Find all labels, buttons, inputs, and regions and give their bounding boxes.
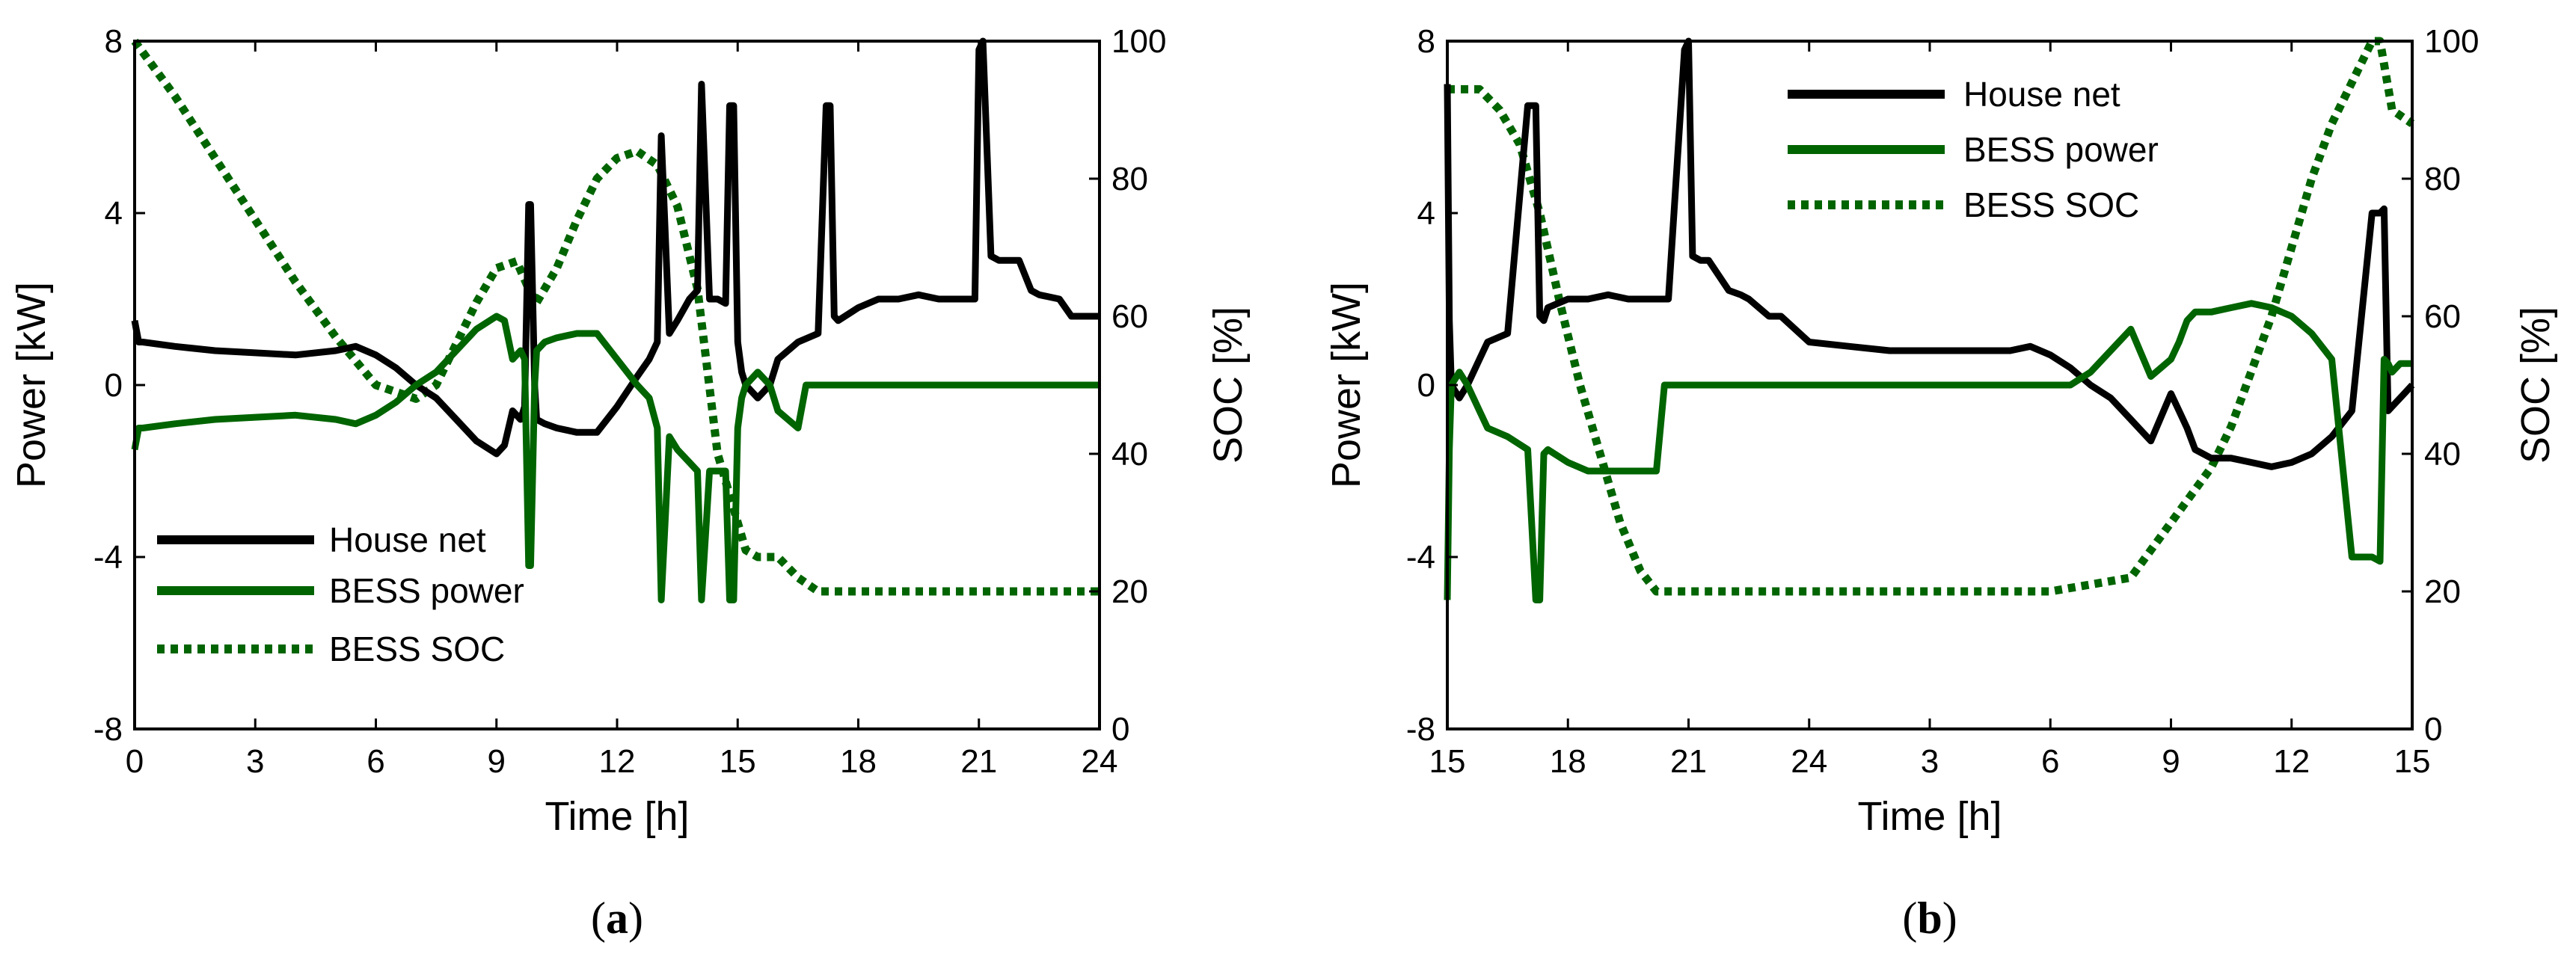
x-tick-label: 15 — [720, 743, 756, 780]
x-tick-label: 24 — [1791, 743, 1827, 780]
y-right-tick-label: 100 — [1111, 23, 1166, 60]
series-line-bess-power-a — [131, 313, 1100, 603]
y-right-tick-label: 40 — [2424, 436, 2461, 473]
x-tick-label: 15 — [2394, 743, 2431, 780]
x-tick-label: 12 — [599, 743, 636, 780]
x-tick-label: 21 — [1670, 743, 1707, 780]
x-tick-label: 24 — [1082, 743, 1118, 780]
y-right-tick-label: 100 — [2424, 23, 2479, 60]
series-layer-b — [1444, 37, 2415, 603]
y-left-tick-label: 4 — [1417, 195, 1435, 232]
legend-label-bess-soc-a: BESS SOC — [329, 630, 505, 668]
caption-letter-a: a — [606, 893, 628, 943]
x-tick-label: 0 — [126, 743, 144, 780]
x-tick-label: 9 — [2162, 743, 2180, 780]
caption-letter-b: b — [1917, 893, 1942, 943]
y-right-tick-label: 80 — [2424, 161, 2461, 197]
x-tick-label: 6 — [2041, 743, 2059, 780]
legend-label-house-net-a: House net — [329, 520, 486, 559]
series-layer-a — [131, 37, 1100, 603]
series-line-house-net-b — [1444, 37, 2415, 470]
legend-b: House net BESS power BESS SOC — [1788, 75, 2159, 224]
series-line-bess-power-b — [1444, 300, 2412, 603]
y-right-tick-label: 40 — [1111, 436, 1148, 473]
caption-a: (a) — [591, 893, 643, 943]
y-right-tick-label: 60 — [2424, 298, 2461, 335]
x-tick-label: 15 — [1429, 743, 1466, 780]
y-axis-label-left-b: Power [kW] — [1324, 282, 1369, 488]
y-right-tick-label: 0 — [2424, 711, 2442, 748]
y-right-tick-label: 20 — [1111, 573, 1148, 610]
x-tick-label: 3 — [1921, 743, 1939, 780]
y-left-tick-label: 0 — [105, 367, 123, 404]
legend-label-house-net-b: House net — [1963, 75, 2120, 114]
y-left-tick-label: 8 — [105, 23, 123, 60]
y-left-tick-label: 0 — [1417, 367, 1435, 404]
series-line-bess-soc-b — [1447, 37, 2415, 596]
y-right-tick-label: 20 — [2424, 573, 2461, 610]
legend-label-bess-power-a: BESS power — [329, 571, 524, 610]
series-line-house-net-a — [131, 37, 1100, 458]
x-tick-label: 18 — [1550, 743, 1586, 780]
y-left-tick-label: 8 — [1417, 23, 1435, 60]
x-tick-label: 21 — [960, 743, 997, 780]
x-axis-label-b: Time [h] — [1857, 794, 2002, 839]
y-right-tick-label: 60 — [1111, 298, 1148, 335]
y-left-tick-label: 4 — [105, 195, 123, 232]
y-left-tick-label: -8 — [93, 711, 123, 748]
x-tick-label: 3 — [246, 743, 264, 780]
x-axis-label-a: Time [h] — [545, 794, 689, 839]
legend-label-bess-soc-b: BESS SOC — [1963, 185, 2139, 224]
caption-b: (b) — [1902, 893, 1957, 943]
legend-label-bess-power-b: BESS power — [1963, 130, 2159, 169]
y-axis-label-right-b: SOC [%] — [2513, 307, 2558, 464]
y-axis-label-left-a: Power [kW] — [9, 282, 54, 488]
x-tick-label: 9 — [488, 743, 506, 780]
x-tick-label: 18 — [840, 743, 877, 780]
series-line-bess-soc-a — [131, 38, 1100, 596]
y-left-tick-label: -4 — [93, 539, 123, 576]
y-axis-label-right-a: SOC [%] — [1206, 307, 1251, 464]
y-left-tick-label: -4 — [1406, 539, 1435, 576]
y-right-tick-label: 80 — [1111, 161, 1148, 197]
x-tick-label: 6 — [367, 743, 384, 780]
y-left-tick-label: -8 — [1406, 711, 1435, 748]
x-tick-label: 12 — [2273, 743, 2310, 780]
y-right-tick-label: 0 — [1111, 711, 1129, 748]
legend-a: House net BESS power BESS SOC — [157, 520, 524, 668]
